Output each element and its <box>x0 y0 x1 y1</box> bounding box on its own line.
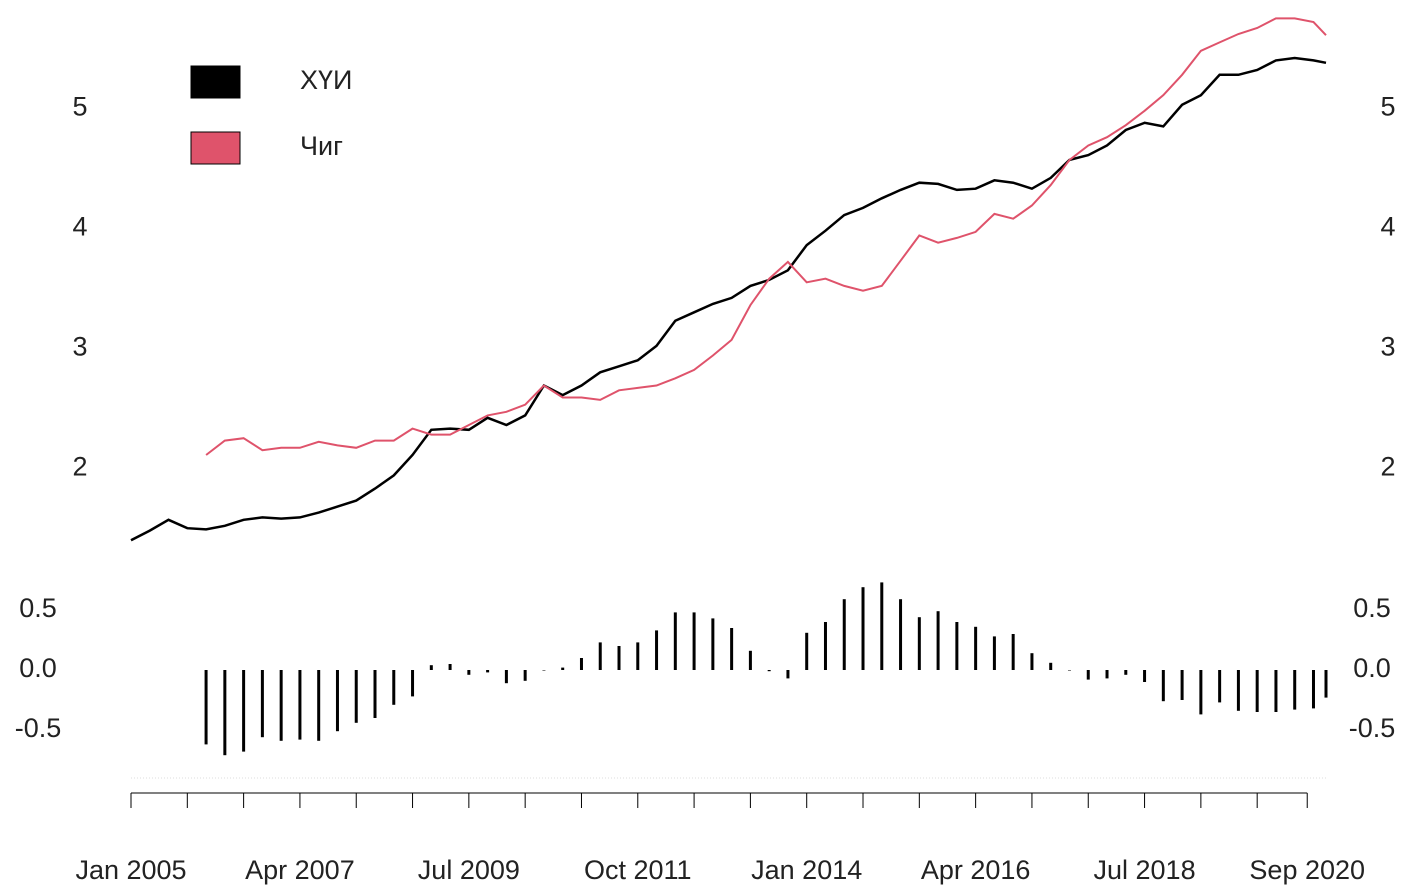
bar <box>1049 662 1053 670</box>
bar <box>617 646 621 670</box>
bar <box>823 622 827 670</box>
bar <box>673 612 677 670</box>
bar <box>767 670 771 672</box>
y-tick-label: 4 <box>72 211 87 241</box>
y2-tick-label: 4 <box>1380 211 1395 241</box>
bar <box>1199 670 1203 715</box>
bar <box>523 670 527 681</box>
bar <box>1180 670 1184 700</box>
y2-tick-label: 3 <box>1380 331 1395 361</box>
bar <box>279 670 283 741</box>
bar <box>598 642 602 670</box>
y-tick-label: 3 <box>72 331 87 361</box>
bar <box>711 618 715 670</box>
bar <box>204 670 208 745</box>
bar <box>298 670 302 740</box>
bar <box>786 670 790 679</box>
bar <box>1218 670 1222 703</box>
bar <box>1255 670 1259 712</box>
y2-tick-label: 5 <box>1380 91 1395 121</box>
bar <box>542 670 546 671</box>
bar <box>655 630 659 670</box>
y-tick-label: 0.5 <box>19 593 57 623</box>
x-tick-label: Jan 2014 <box>751 855 862 885</box>
y2-tick-label: 0.0 <box>1353 653 1391 683</box>
bar <box>579 658 583 670</box>
bar <box>561 667 565 670</box>
bar <box>1105 670 1109 679</box>
y-tick-label: -0.5 <box>15 713 62 743</box>
bar <box>392 670 396 705</box>
bar <box>936 611 940 670</box>
bar <box>448 664 452 670</box>
y-tick-label: 2 <box>72 451 87 481</box>
x-tick-label: Apr 2016 <box>921 855 1031 885</box>
bar <box>955 622 959 670</box>
bar <box>1161 670 1165 702</box>
bar <box>805 632 809 670</box>
bar <box>730 628 734 670</box>
legend-label: Чиг <box>300 131 343 161</box>
bar <box>411 670 415 697</box>
bar <box>1236 670 1240 711</box>
x-tick-label: Apr 2007 <box>245 855 355 885</box>
bar <box>692 612 696 670</box>
bar <box>1143 670 1147 682</box>
bar <box>223 670 227 756</box>
y-tick-label: 5 <box>72 91 87 121</box>
line-series <box>205 17 1327 456</box>
legend-swatch <box>190 65 241 99</box>
bar <box>899 599 903 670</box>
legend-label: ХҮИ <box>300 65 352 95</box>
bar <box>1011 634 1015 670</box>
bar <box>1030 653 1034 670</box>
bar <box>1324 670 1328 698</box>
bar <box>1086 670 1090 680</box>
bar <box>335 670 339 732</box>
x-tick-label: Jul 2009 <box>418 855 520 885</box>
bar <box>880 582 884 670</box>
bar <box>373 670 377 718</box>
bar <box>974 626 978 670</box>
y2-tick-label: 0.5 <box>1353 593 1391 623</box>
y-tick-label: 0.0 <box>19 653 57 683</box>
bar <box>1274 670 1278 712</box>
x-tick-label: Jan 2005 <box>75 855 186 885</box>
bar <box>748 650 752 670</box>
bar <box>260 670 264 738</box>
bar <box>429 665 433 670</box>
bar <box>1067 670 1071 671</box>
bar <box>861 587 865 670</box>
bar <box>317 670 321 741</box>
bar <box>1311 670 1315 709</box>
bar <box>242 670 246 752</box>
x-tick-label: Jul 2018 <box>1094 855 1196 885</box>
bar <box>842 599 846 670</box>
bar <box>354 670 358 723</box>
bar <box>1124 670 1128 675</box>
bar <box>636 642 640 670</box>
bar <box>467 670 471 675</box>
legend-swatch <box>190 131 241 165</box>
y2-tick-label: -0.5 <box>1349 713 1396 743</box>
bar <box>992 636 996 670</box>
line-series <box>130 56 1327 542</box>
x-tick-label: Oct 2011 <box>584 855 692 885</box>
x-tick-label: Sep 2020 <box>1249 855 1365 885</box>
bar <box>917 617 921 670</box>
bar <box>486 670 490 673</box>
bar <box>1293 670 1297 710</box>
bar <box>504 670 508 684</box>
y2-tick-label: 2 <box>1380 451 1395 481</box>
